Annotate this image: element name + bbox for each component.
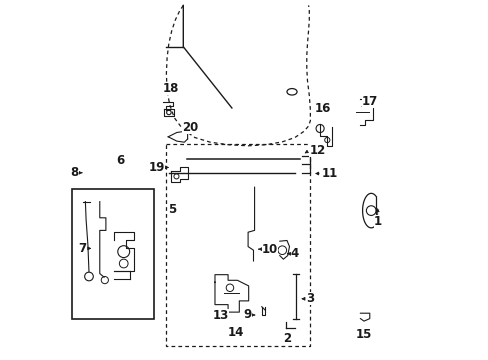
Text: 15: 15 — [355, 328, 371, 341]
Text: 7: 7 — [78, 242, 86, 255]
Text: 16: 16 — [314, 102, 330, 115]
Text: 13: 13 — [213, 309, 229, 322]
Text: 17: 17 — [361, 95, 377, 108]
Text: 4: 4 — [290, 247, 298, 260]
Text: 18: 18 — [162, 82, 179, 95]
Text: 5: 5 — [168, 203, 176, 216]
Bar — [72, 189, 154, 319]
Text: 9: 9 — [243, 309, 251, 321]
Text: 2: 2 — [283, 332, 290, 345]
Text: 1: 1 — [373, 215, 381, 228]
Text: 3: 3 — [305, 292, 313, 305]
Text: 8: 8 — [70, 166, 79, 179]
Text: 19: 19 — [148, 161, 164, 174]
Text: 12: 12 — [309, 144, 325, 157]
Text: 20: 20 — [181, 121, 198, 134]
Text: 11: 11 — [321, 167, 338, 180]
Text: 14: 14 — [227, 327, 243, 339]
Text: 10: 10 — [261, 243, 278, 256]
Text: 6: 6 — [116, 154, 124, 167]
